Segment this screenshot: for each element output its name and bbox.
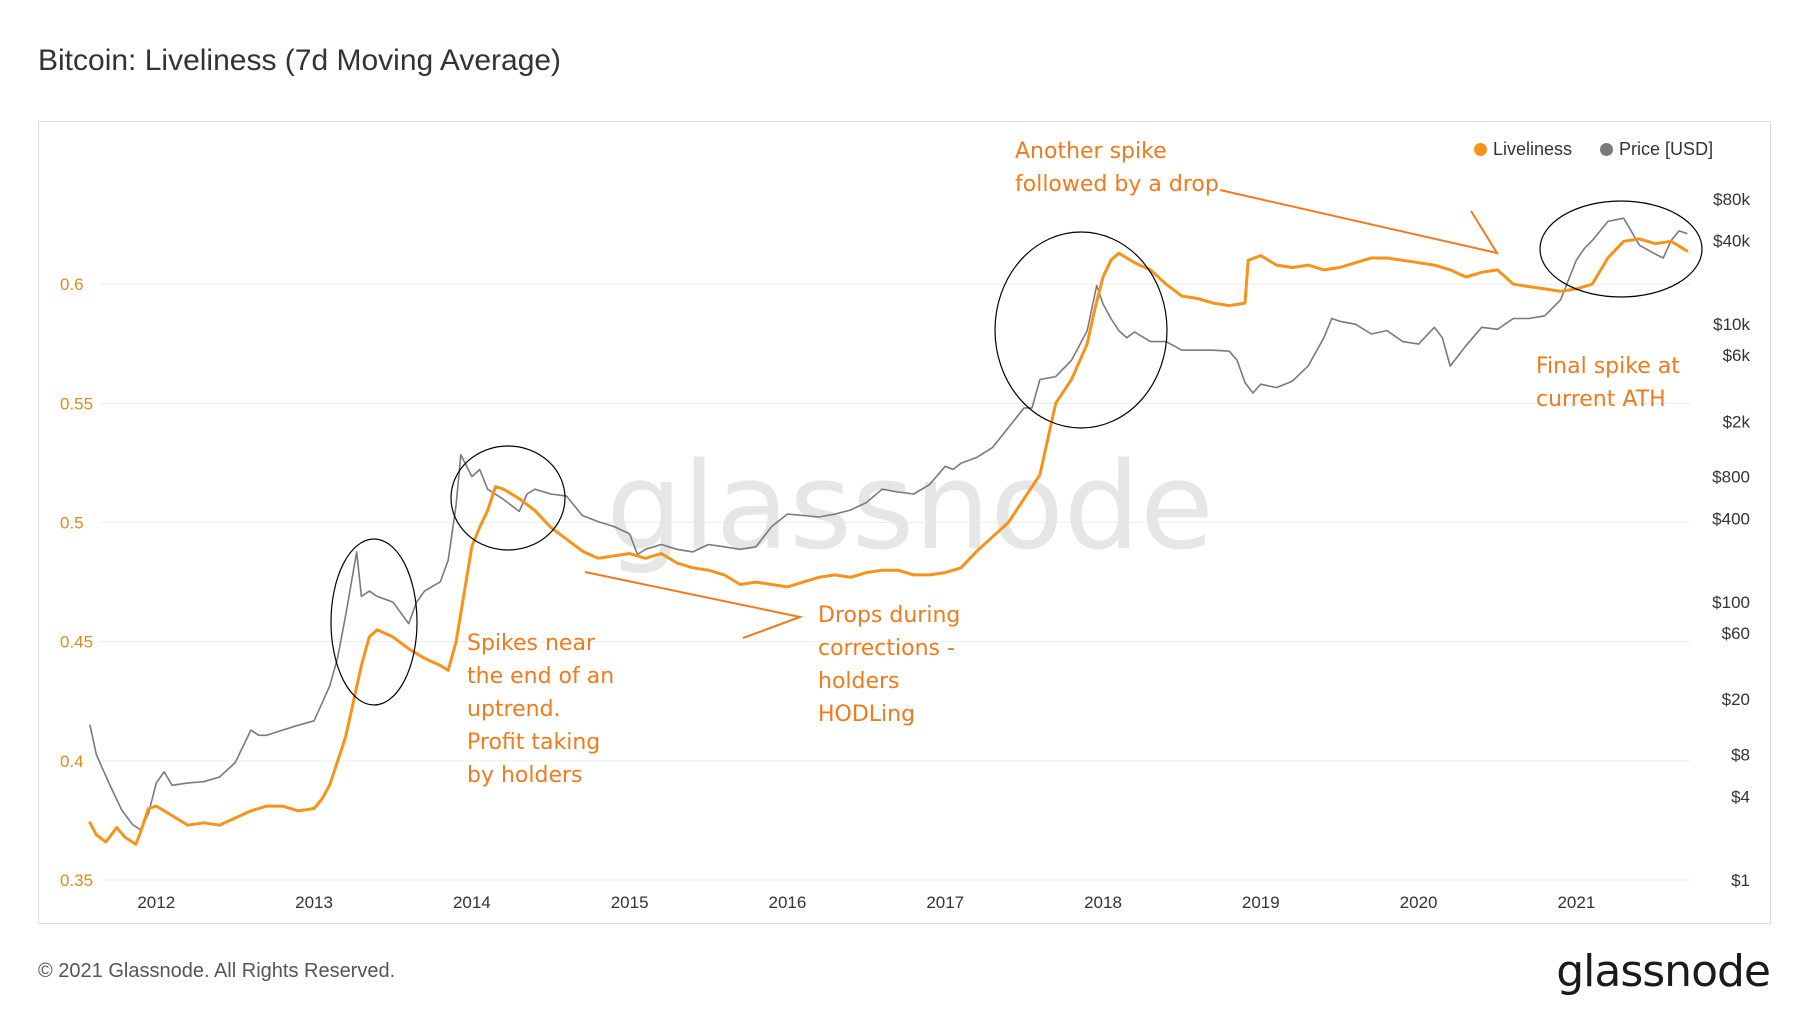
legend-dot-liveliness (1474, 143, 1487, 156)
legend-item-liveliness[interactable]: Liveliness (1474, 139, 1572, 160)
annotation-line: HODLing (818, 702, 916, 727)
chart-frame (38, 121, 1771, 924)
x-tick: 2017 (926, 893, 964, 912)
y-right-tick: $400 (1712, 509, 1750, 528)
y-right-tick: $100 (1712, 593, 1750, 612)
x-tick: 2021 (1557, 893, 1595, 912)
chart-title: Bitcoin: Liveliness (7d Moving Average) (38, 44, 562, 77)
glassnode-logo[interactable]: glassnode (1556, 946, 1771, 997)
y-left-tick: 0.35 (60, 871, 93, 890)
annotation-line: Drops during (818, 603, 961, 628)
y-right-tick: $1 (1731, 871, 1750, 890)
x-tick: 2018 (1084, 893, 1122, 912)
circle-2013 (330, 538, 418, 706)
y-right-tick: $8 (1731, 746, 1750, 765)
annotation-line: Another spike (1015, 139, 1167, 164)
x-tick: 2016 (769, 893, 807, 912)
highlight-circles (330, 200, 1703, 706)
annotation-line: holders (818, 669, 900, 694)
footer-copyright: © 2021 Glassnode. All Rights Reserved. (38, 960, 396, 982)
legend-label: Price [USD] (1619, 139, 1714, 159)
arrow-another (1219, 189, 1500, 255)
annotation-line: Spikes near (467, 631, 595, 656)
y-right-tick: $80k (1713, 190, 1750, 209)
annotation-drops: Drops during corrections - holders HODLi… (818, 599, 960, 731)
circle-2021 (1539, 200, 1703, 298)
circle-2014 (450, 445, 566, 551)
x-tick: 2012 (137, 893, 175, 912)
y-right-tick: $6k (1723, 346, 1751, 365)
annotation-final: Final spike at current ATH (1536, 350, 1680, 416)
annotation-line: corrections - (818, 636, 955, 661)
x-tick: 2015 (611, 893, 649, 912)
grid-lines (100, 283, 1690, 881)
x-tick: 2014 (453, 893, 491, 912)
legend-item-price[interactable]: Price [USD] (1600, 139, 1713, 160)
annotation-another: Another spike followed by a drop (1015, 135, 1219, 201)
annotation-line: uptrend. (467, 697, 561, 722)
y-left-tick: 0.5 (60, 514, 84, 533)
annotation-line: Final spike at (1536, 354, 1680, 379)
series-line-liveliness (88, 237, 1689, 846)
x-tick: 2013 (295, 893, 333, 912)
annotation-arrows (584, 189, 1500, 639)
annotation-line: current ATH (1536, 387, 1666, 412)
annotation-line: by holders (467, 763, 583, 788)
y-right-tick: $800 (1712, 468, 1750, 487)
legend-label: Liveliness (1493, 139, 1573, 159)
series-line-price (89, 217, 1688, 831)
annotation-line: followed by a drop (1015, 172, 1219, 197)
y-left-tick: 0.4 (60, 752, 84, 771)
y-left-tick: 0.55 (60, 394, 93, 413)
annotation-spikes: Spikes near the end of an uptrend. Profi… (467, 627, 614, 792)
arrow-drops (584, 571, 804, 639)
y-right-tick: $40k (1713, 232, 1750, 251)
legend-dot-price (1600, 143, 1614, 156)
annotation-line: Profit taking (467, 730, 601, 755)
watermark: glassnode (606, 438, 1214, 577)
y-right-tick: $2k (1723, 412, 1751, 431)
y-right-tick: $10k (1713, 315, 1750, 334)
series-lines (88, 217, 1689, 846)
y-left-tick: 0.6 (60, 275, 84, 294)
legend: Liveliness Price [USD] (1474, 139, 1713, 160)
annotation-line: the end of an (467, 664, 615, 689)
x-tick: 2020 (1400, 893, 1438, 912)
axis-ticks: 0.35 0.4 0.45 0.5 0.55 0.6 $1 $4 $8 $20 $60 $100 $40… (60, 190, 1750, 912)
circle-2018 (994, 231, 1168, 429)
y-left-tick: 0.45 (60, 633, 93, 652)
x-tick: 2019 (1242, 893, 1280, 912)
y-right-tick: $20 (1722, 690, 1750, 709)
y-right-tick: $4 (1731, 787, 1750, 806)
y-right-tick: $60 (1722, 624, 1750, 643)
